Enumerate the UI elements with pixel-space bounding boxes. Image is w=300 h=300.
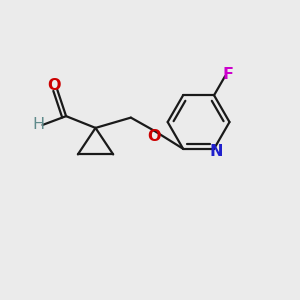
Text: O: O — [148, 129, 161, 144]
Text: H: H — [32, 118, 44, 133]
Text: F: F — [223, 67, 233, 82]
Text: N: N — [210, 144, 223, 159]
Text: O: O — [48, 78, 61, 93]
